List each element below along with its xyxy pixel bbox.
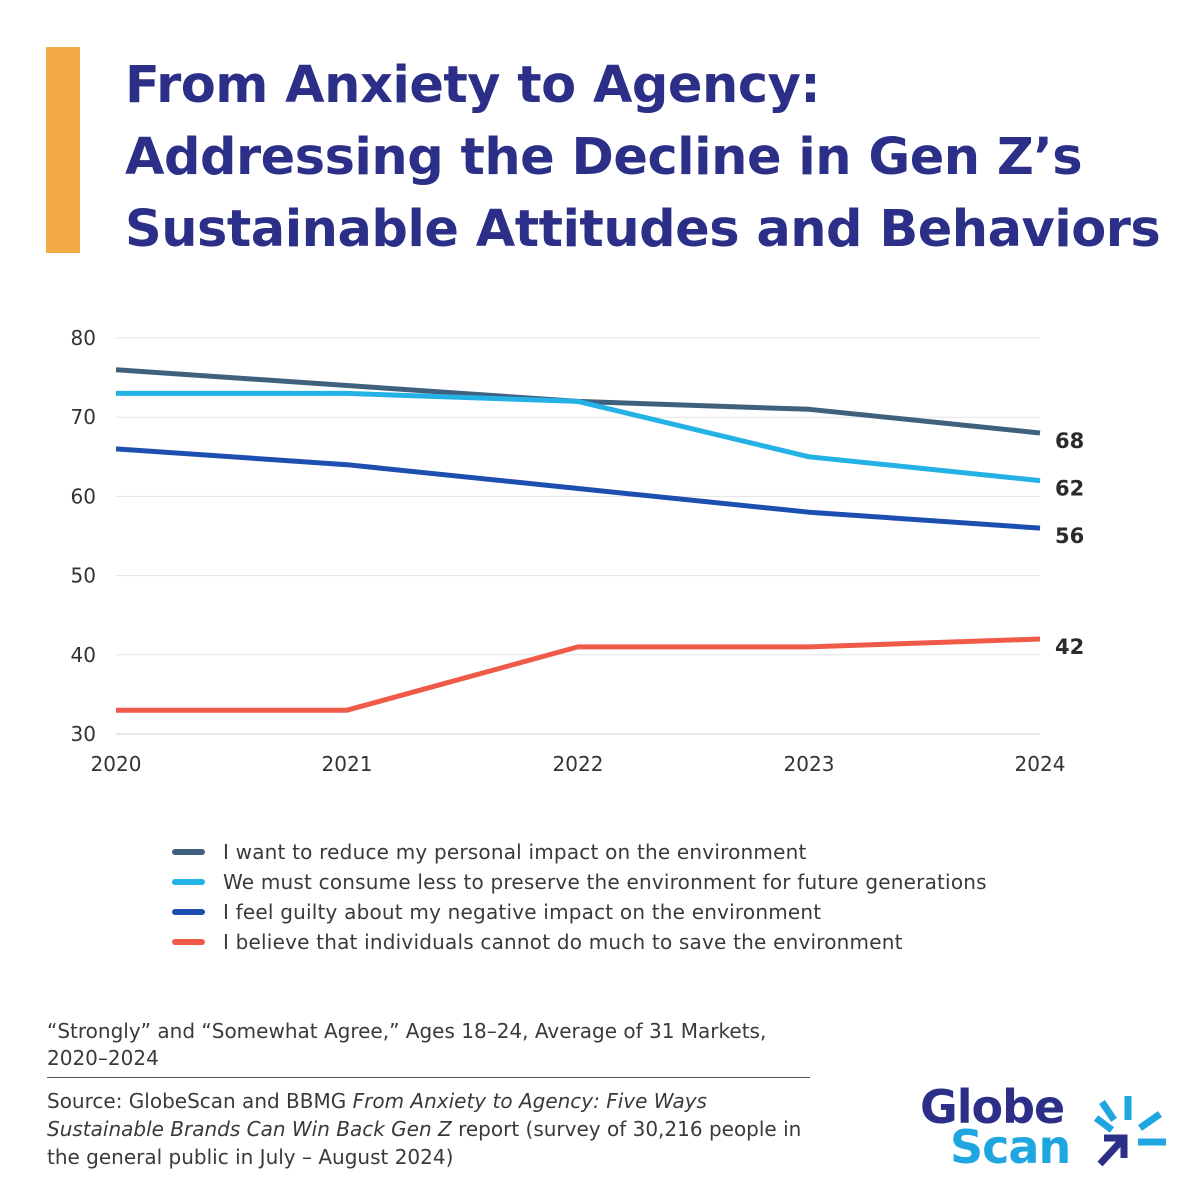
logo-word-globe: Globe — [920, 1080, 1065, 1134]
y-tick-label: 40 — [71, 643, 96, 667]
series-line-2 — [116, 390, 1041, 484]
footnote-divider — [47, 1077, 810, 1078]
y-tick-label: 60 — [71, 484, 96, 508]
series-line-4 — [116, 636, 1041, 713]
legend-label: We must consume less to preserve the env… — [223, 870, 987, 894]
logo-burst-icon — [1093, 1096, 1166, 1167]
legend-swatch — [172, 939, 205, 945]
legend-swatch — [172, 849, 205, 855]
y-tick-label: 30 — [71, 722, 96, 746]
chart-legend: I want to reduce my personal impact on t… — [172, 837, 987, 957]
end-value-label: 42 — [1055, 635, 1084, 659]
series-line-3 — [115, 446, 1041, 531]
legend-label: I feel guilty about my negative impact o… — [223, 900, 822, 924]
x-tick-label: 2022 — [553, 752, 604, 776]
end-value-label: 62 — [1055, 477, 1084, 501]
title-line-3: Sustainable Attitudes and Behaviors — [125, 200, 1161, 259]
line-chart: 30 40 50 60 70 80 2020 2021 2022 2023 2024 68 62 56 42 — [71, 326, 1085, 776]
end-value-label: 68 — [1055, 429, 1084, 453]
source-suffix: report (survey of 30,216 people in the g… — [47, 1117, 802, 1169]
title-line-1: From Anxiety to Agency: — [125, 56, 821, 115]
logo-word-scan: Scan — [950, 1120, 1071, 1174]
legend-item: We must consume less to preserve the env… — [172, 867, 987, 897]
x-tick-label: 2023 — [784, 752, 835, 776]
page-title: From Anxiety to Agency: Addressing the D… — [125, 50, 1185, 266]
source-prefix: Source: GlobeScan and BBMG — [47, 1089, 353, 1113]
legend-swatch — [172, 879, 205, 885]
y-tick-label: 80 — [71, 326, 96, 350]
title-line-2: Addressing the Decline in Gen Z’s — [125, 128, 1083, 187]
x-tick-label: 2021 — [322, 752, 373, 776]
x-tick-label: 2020 — [91, 752, 142, 776]
legend-item: I feel guilty about my negative impact o… — [172, 897, 987, 927]
y-tick-label: 70 — [71, 405, 96, 429]
footnote: “Strongly” and “Somewhat Agree,” Ages 18… — [47, 1019, 767, 1070]
end-value-label: 56 — [1055, 524, 1084, 548]
legend-label: I want to reduce my personal impact on t… — [223, 840, 807, 864]
legend-item: I believe that individuals cannot do muc… — [172, 927, 987, 957]
y-tick-label: 50 — [71, 564, 96, 588]
legend-swatch — [172, 909, 205, 915]
source-report-title: From Anxiety to Agency: Five Ways Sustai… — [47, 1089, 707, 1141]
globescan-logo: Globe Scan — [920, 1078, 1180, 1178]
legend-label: I believe that individuals cannot do muc… — [223, 930, 903, 954]
x-tick-label: 2024 — [1015, 752, 1066, 776]
title-accent-bar — [46, 47, 80, 253]
source-note: Source: GlobeScan and BBMG From Anxiety … — [47, 1087, 817, 1171]
legend-item: I want to reduce my personal impact on t… — [172, 837, 987, 867]
